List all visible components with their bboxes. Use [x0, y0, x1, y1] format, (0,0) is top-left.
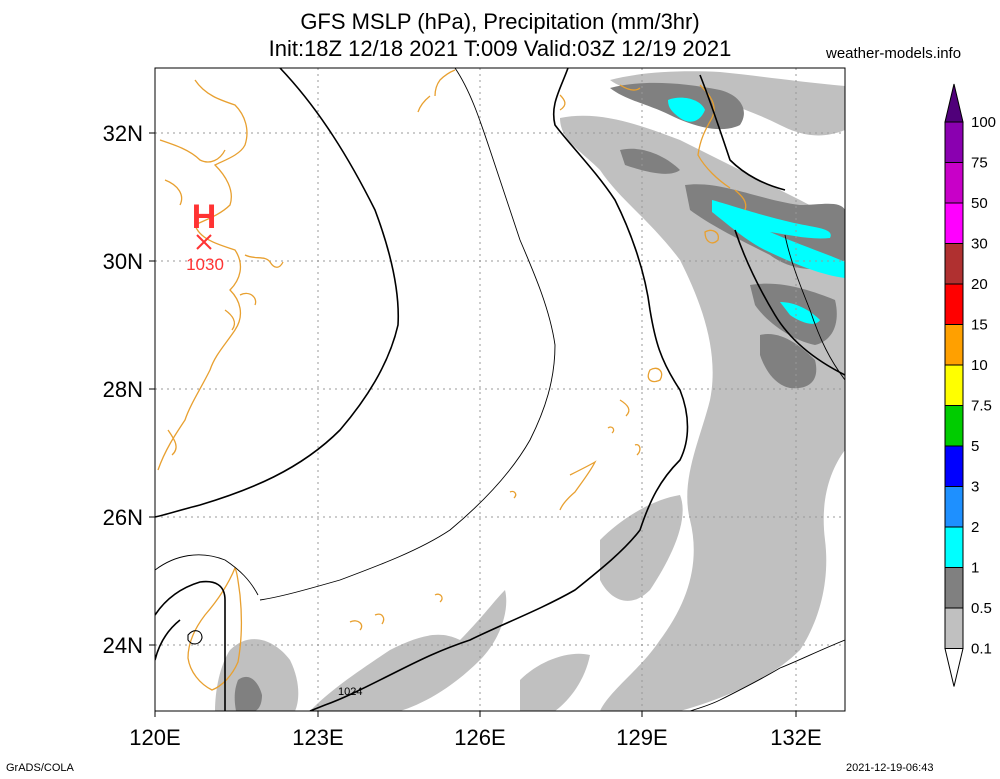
- isobars: [155, 68, 845, 711]
- legend-swatch: [944, 162, 964, 204]
- legend-label: 75: [971, 155, 988, 172]
- legend-swatch: [944, 243, 964, 285]
- precip-light: [215, 71, 845, 711]
- legend-label: 20: [971, 276, 988, 293]
- lon-labels: 120E 123E 126E 129E 132E: [129, 725, 821, 750]
- legend-swatch: [944, 607, 964, 649]
- lat-label: 28N: [103, 377, 143, 402]
- legend-label: 2: [971, 519, 979, 536]
- precip-legend: 100 75 50 30 20 15 10 7.5 5 3 2 1 0.5 0.1: [944, 83, 996, 687]
- isobar-label: 1024: [338, 686, 362, 698]
- chart-title: GFS MSLP (hPa), Precipitation (mm/3hr): [300, 9, 700, 34]
- lon-label: 132E: [770, 725, 821, 750]
- legend-swatch: [944, 283, 964, 325]
- lat-ticks: [149, 132, 797, 717]
- legend-label: 1: [971, 560, 979, 577]
- legend-swatch: [944, 202, 964, 244]
- legend-swatch: [944, 121, 964, 163]
- footer-credit: GrADS/COLA: [6, 762, 74, 774]
- legend-swatch: [944, 526, 964, 568]
- lon-label: 126E: [454, 725, 505, 750]
- map-content: H 1030 1024: [155, 68, 845, 711]
- footer-timestamp: 2021-12-19-06:43: [846, 762, 934, 774]
- legend-label: 0.5: [971, 600, 992, 617]
- lat-label: 24N: [103, 633, 143, 658]
- legend-top-arrow: [944, 83, 964, 123]
- legend-swatch: [944, 364, 964, 406]
- legend-bottom-arrow: [944, 648, 964, 687]
- lon-label: 123E: [292, 725, 343, 750]
- coastlines: [157, 69, 747, 691]
- high-pressure-marker: H 1030: [186, 198, 224, 274]
- legend-label: 100: [971, 114, 996, 131]
- legend-label: 3: [971, 479, 979, 496]
- chart-subtitle: Init:18Z 12/18 2021 T:009 Valid:03Z 12/1…: [268, 36, 732, 61]
- legend-label: 7.5: [971, 398, 992, 415]
- precip-cyan: [668, 97, 845, 324]
- high-value: 1030: [186, 255, 224, 274]
- lat-label: 26N: [103, 505, 143, 530]
- legend-label: 10: [971, 357, 988, 374]
- legend-label: 50: [971, 195, 988, 212]
- legend-swatch: [944, 324, 964, 366]
- legend-swatch: [944, 486, 964, 528]
- legend-label: 15: [971, 317, 988, 334]
- legend-swatch: [944, 445, 964, 487]
- lon-label: 129E: [616, 725, 667, 750]
- lon-label: 120E: [129, 725, 180, 750]
- legend-label: 0.1: [971, 641, 992, 658]
- lat-label: 30N: [103, 249, 143, 274]
- legend-swatch: [944, 567, 964, 609]
- lat-labels: 32N 30N 28N 26N 24N: [103, 121, 143, 658]
- legend-label: 5: [971, 438, 979, 455]
- legend-label: 30: [971, 236, 988, 253]
- site-credit: weather-models.info: [826, 45, 962, 62]
- legend-swatch: [944, 405, 964, 447]
- lat-label: 32N: [103, 121, 143, 146]
- high-label: H: [192, 198, 217, 236]
